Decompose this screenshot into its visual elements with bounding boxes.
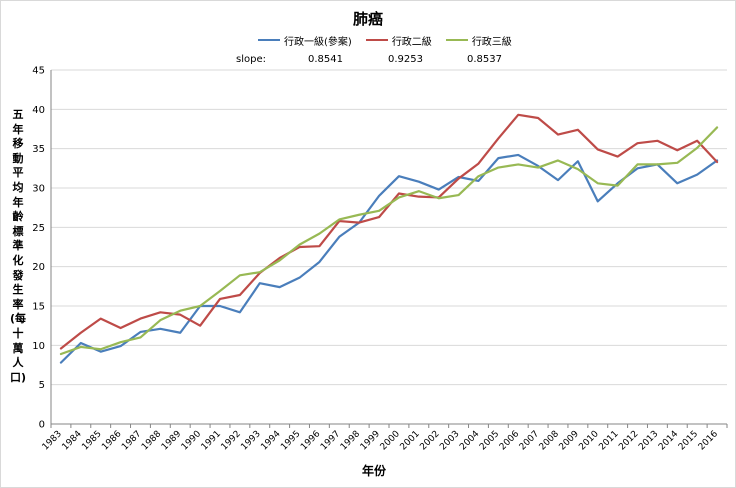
legend-label-series-3: 行政三級 — [471, 36, 512, 48]
y-tick-label: 10 — [32, 341, 45, 352]
x-tick-label: 2004 — [458, 429, 481, 452]
legend-swatch-series-3 — [445, 39, 468, 41]
x-tick-label: 2012 — [617, 429, 640, 452]
x-tick-label: 1987 — [120, 429, 143, 452]
x-tick-label: 2007 — [518, 429, 541, 452]
x-tick-label: 2000 — [379, 429, 402, 452]
x-tick-label: 1992 — [220, 429, 243, 452]
x-tick-label: 2001 — [399, 429, 422, 452]
slope-value-series-1: 0.8541 — [308, 54, 343, 65]
series-line-1 — [59, 153, 719, 364]
y-tick-label: 40 — [32, 105, 45, 116]
x-tick-label: 2011 — [597, 429, 620, 452]
legend-item-series-3: 行政三級 — [445, 33, 512, 48]
series-line-2 — [59, 113, 719, 350]
legend-label-series-2: 行政二級 — [391, 36, 432, 48]
x-tick-label: 2002 — [418, 429, 441, 452]
y-tick-label: 45 — [32, 66, 45, 77]
legend-swatch-series-1 — [258, 39, 280, 41]
legend-item-series-1: 行政一級(參案) — [258, 33, 352, 48]
x-tick-label: 2003 — [438, 429, 461, 452]
chart-title: 肺癌 — [352, 10, 383, 28]
x-tick-label: 1995 — [279, 429, 302, 452]
slope-value-series-2: 0.9253 — [388, 54, 423, 65]
x-tick-label: 2006 — [498, 429, 521, 452]
slope-value-series-3: 0.8537 — [467, 54, 502, 65]
y-tick-label: 0 — [39, 420, 45, 431]
y-tick-label: 20 — [32, 262, 45, 273]
slope-label: slope: — [236, 54, 266, 65]
y-tick-label: 30 — [32, 184, 45, 195]
x-tick-label: 2014 — [657, 429, 680, 452]
x-tick-label: 1984 — [61, 429, 84, 452]
legend-swatch-series-2 — [365, 39, 388, 41]
x-tick-label: 1993 — [239, 429, 262, 452]
y-tick-label: 5 — [39, 380, 45, 391]
x-tick-label: 1985 — [80, 429, 103, 452]
legend: 行政一級(參案) 行政二級 行政三級 — [258, 33, 512, 48]
x-tick-label: 1990 — [180, 429, 203, 452]
legend-label-series-1: 行政一級(參案) — [284, 36, 352, 48]
legend-item-series-2: 行政二級 — [365, 33, 432, 48]
x-tick-label: 2010 — [577, 429, 600, 452]
y-tick-label: 25 — [32, 223, 45, 234]
x-tick-label: 1998 — [339, 429, 362, 452]
x-tick-label: 2015 — [677, 429, 700, 452]
y-tick-label: 35 — [32, 144, 45, 155]
x-tick-label: 1988 — [140, 429, 163, 452]
x-tick-label: 1986 — [100, 429, 123, 452]
y-tick-label: 15 — [32, 302, 45, 313]
x-axis-label: 年份 — [361, 464, 386, 478]
x-tick-label: 2013 — [637, 429, 660, 452]
x-tick-label: 1999 — [359, 429, 382, 452]
x-tick-label: 2016 — [697, 429, 720, 452]
x-tick-label: 1996 — [299, 429, 322, 452]
x-tick-label: 1991 — [200, 429, 223, 452]
series-line-3 — [59, 126, 719, 356]
x-tick-label: 2008 — [538, 429, 561, 452]
x-tick-label: 1989 — [160, 429, 183, 452]
x-tick-label: 2009 — [558, 429, 581, 452]
y-axis-label: 五年移動平均年齡標準化發生率(每十萬人口) — [10, 108, 27, 384]
x-tick-label: 1994 — [259, 429, 282, 452]
x-tick-label: 1983 — [41, 429, 64, 452]
x-tick-label: 2005 — [478, 429, 501, 452]
x-tick-label: 1997 — [319, 429, 342, 452]
